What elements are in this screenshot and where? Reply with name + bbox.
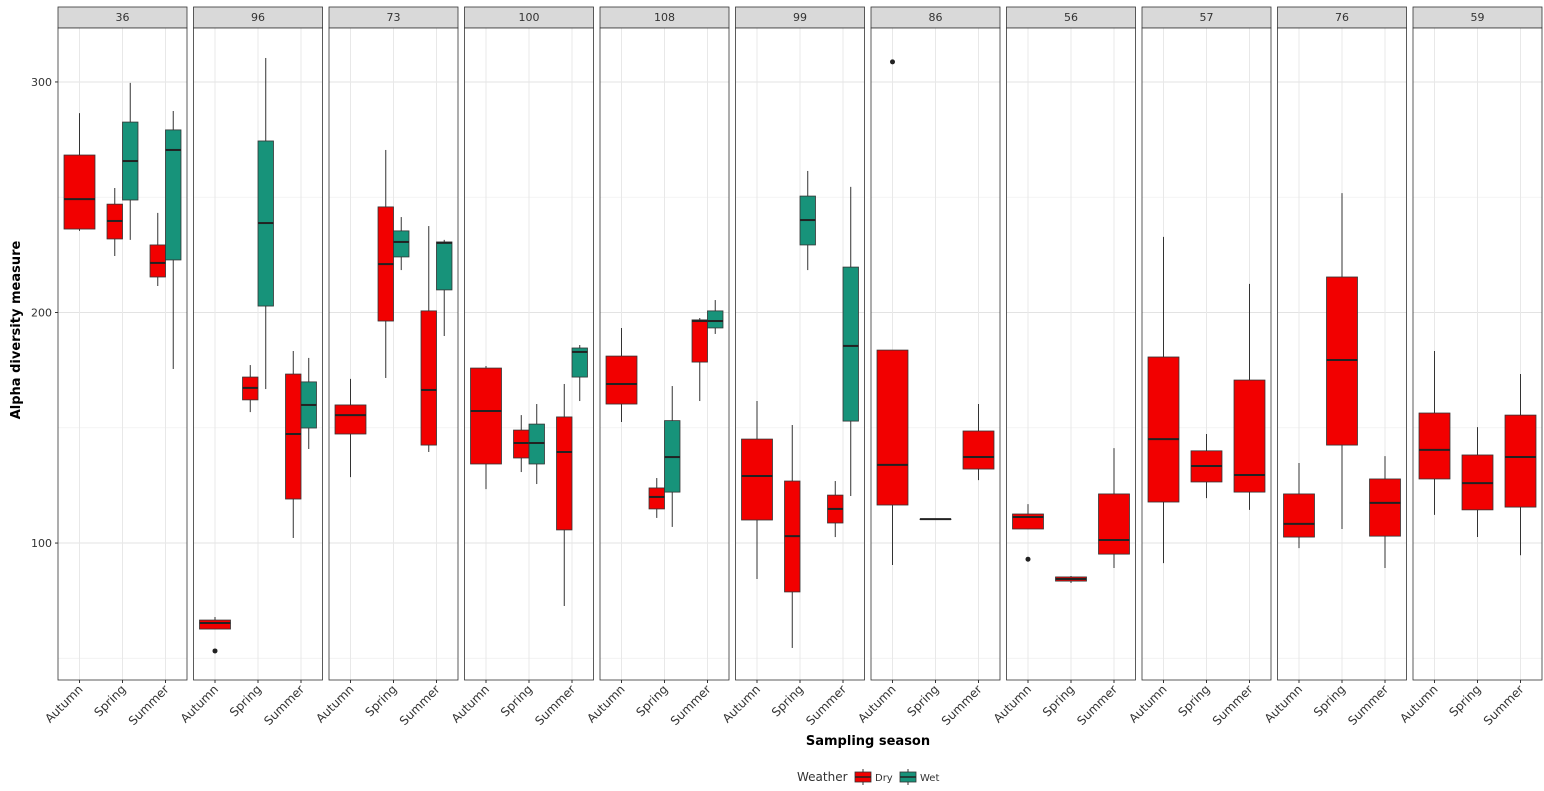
box	[528, 423, 545, 465]
x-tick-label: Summer	[532, 682, 578, 728]
box	[1418, 412, 1451, 480]
x-tick-label: Spring	[1311, 682, 1348, 719]
facet-title: 59	[1471, 11, 1485, 24]
box	[285, 373, 302, 500]
facet-title: 57	[1200, 11, 1214, 24]
box	[556, 416, 573, 531]
x-tick-label: Spring	[633, 682, 670, 719]
x-tick-label: Summer	[939, 682, 985, 728]
x-tick-label: Autumn	[1126, 682, 1169, 725]
box	[436, 241, 453, 291]
box	[1504, 414, 1537, 508]
facet-title: 76	[1335, 11, 1349, 24]
panel-border	[193, 27, 323, 681]
box	[199, 619, 231, 630]
facet-title: 73	[387, 11, 401, 24]
box	[691, 319, 708, 363]
panel-border	[599, 27, 730, 681]
x-tick-label: Spring	[769, 682, 806, 719]
y-tick-label: 200	[31, 307, 52, 320]
x-tick-label: Autumn	[313, 682, 356, 725]
x-tick-label: Autumn	[178, 682, 221, 725]
x-tick-label: Spring	[1175, 682, 1212, 719]
facet-title: 36	[116, 11, 130, 24]
panel-border	[464, 27, 594, 681]
box	[876, 349, 909, 506]
x-tick-label: Autumn	[855, 682, 898, 725]
outlier	[212, 648, 218, 654]
x-axis-title: Sampling season	[806, 734, 930, 749]
x-tick-label: Autumn	[584, 682, 627, 725]
x-tick-label: Autumn	[1262, 682, 1305, 725]
x-tick-label: Summer	[1074, 682, 1120, 728]
x-tick-label: Autumn	[991, 682, 1034, 725]
facet-title: 96	[251, 11, 265, 24]
panel-border	[1006, 27, 1136, 681]
box	[1233, 379, 1266, 493]
box	[741, 438, 773, 521]
x-tick-label: Autumn	[449, 682, 492, 725]
box	[962, 430, 995, 470]
box	[707, 310, 724, 329]
outlier	[1025, 556, 1031, 562]
x-tick-label: Spring	[91, 682, 128, 719]
facet-title: 100	[519, 11, 540, 24]
box	[648, 487, 665, 510]
outlier	[890, 59, 895, 65]
facet-title: 86	[929, 11, 943, 24]
panel-border	[1412, 27, 1543, 681]
x-tick-label: Autumn	[42, 682, 85, 725]
x-tick-label: Summer	[1481, 682, 1527, 728]
box	[1369, 478, 1401, 537]
legend-label: Dry	[875, 773, 893, 784]
y-axis-title: Alpha diversity measure	[9, 241, 24, 420]
facet-title: 108	[654, 11, 675, 24]
legend-title: Weather	[797, 770, 848, 784]
x-tick-label: Spring	[904, 682, 941, 719]
box	[63, 154, 96, 230]
y-tick-label: 100	[31, 537, 52, 550]
box	[470, 367, 502, 465]
box	[1098, 493, 1130, 555]
box	[420, 310, 437, 446]
x-tick-label: Spring	[498, 682, 535, 719]
panel-border	[57, 27, 188, 681]
x-tick-label: Autumn	[720, 682, 763, 725]
x-tick-label: Spring	[227, 682, 264, 719]
x-tick-label: Summer	[668, 682, 714, 728]
panel-border	[735, 27, 865, 681]
panel-border	[1277, 27, 1407, 681]
x-tick-label: Summer	[261, 682, 307, 728]
box	[605, 355, 638, 405]
facet-title: 56	[1064, 11, 1078, 24]
x-tick-label: Summer	[1345, 682, 1391, 728]
box	[513, 429, 530, 459]
panel-border	[328, 27, 459, 681]
x-tick-label: Summer	[126, 682, 172, 728]
facet-title: 99	[793, 11, 807, 24]
y-tick-label: 300	[31, 76, 52, 89]
box	[149, 244, 166, 278]
box	[1326, 276, 1358, 446]
panel-border	[1141, 27, 1272, 681]
x-tick-label: Spring	[362, 682, 399, 719]
x-tick-label: Autumn	[1397, 682, 1440, 725]
box	[334, 404, 367, 435]
x-tick-label: Summer	[1210, 682, 1256, 728]
box	[571, 347, 588, 378]
box	[165, 129, 182, 261]
legend-label: Wet	[920, 773, 939, 784]
box	[393, 230, 410, 258]
box	[1283, 493, 1315, 538]
box	[1147, 356, 1180, 503]
panel-border	[870, 27, 1001, 681]
x-tick-label: Spring	[1040, 682, 1077, 719]
x-tick-label: Spring	[1446, 682, 1483, 719]
box	[842, 266, 859, 422]
x-tick-label: Summer	[803, 682, 849, 728]
x-tick-label: Summer	[397, 682, 443, 728]
